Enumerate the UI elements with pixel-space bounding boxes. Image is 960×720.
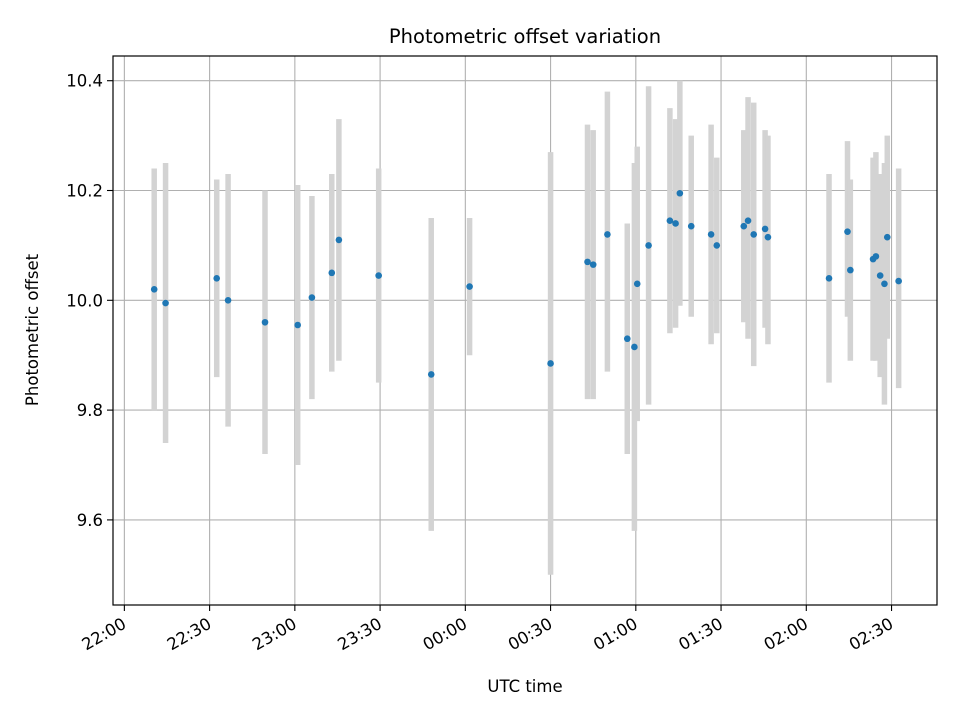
data-point [335, 236, 343, 244]
data-point [707, 231, 715, 238]
data-point [713, 242, 721, 249]
y-tick-label: 10.0 [66, 291, 103, 310]
chart-title: Photometric offset variation [389, 25, 661, 48]
data-point [150, 286, 158, 293]
data-point [764, 233, 772, 241]
data-point [308, 294, 316, 301]
y-axis: 9.6 9.8 10.0 10.2 10.4 [66, 72, 113, 530]
data-point [676, 189, 684, 197]
data-point [261, 318, 269, 326]
data-point [589, 261, 597, 268]
data-point [547, 360, 554, 367]
data-point [895, 277, 902, 285]
data-point [666, 217, 674, 224]
data-point [631, 343, 638, 351]
data-point [466, 283, 473, 290]
data-point [847, 266, 854, 274]
data-point [672, 220, 679, 227]
data-point [844, 228, 851, 235]
x-axis-label: UTC time [487, 677, 562, 696]
data-point [162, 299, 169, 307]
data-point [881, 280, 888, 288]
data-point [328, 269, 336, 277]
data-point [604, 231, 611, 238]
data-point [825, 275, 833, 282]
y-tick-label: 9.8 [77, 401, 103, 420]
data-point [883, 233, 891, 241]
data-point [876, 272, 884, 279]
data-point [224, 297, 232, 304]
data-point [584, 258, 591, 266]
y-tick-label: 10.4 [66, 72, 103, 91]
data-point [213, 275, 221, 282]
data-point [375, 272, 382, 279]
data-point [761, 225, 769, 233]
y-tick-label: 9.6 [77, 511, 103, 530]
data-point [750, 231, 758, 238]
y-axis-label: Photometric offset [23, 253, 42, 406]
data-point [294, 321, 301, 329]
data-point [645, 242, 652, 249]
data-point [740, 222, 748, 230]
plot-frame [112, 55, 938, 606]
data-points [150, 189, 902, 378]
data-point [633, 280, 641, 288]
data-point [872, 253, 880, 260]
data-point [744, 217, 752, 224]
data-point [427, 371, 435, 378]
y-tick-label: 10.2 [66, 182, 103, 201]
data-point [623, 335, 631, 343]
data-point [687, 222, 695, 230]
